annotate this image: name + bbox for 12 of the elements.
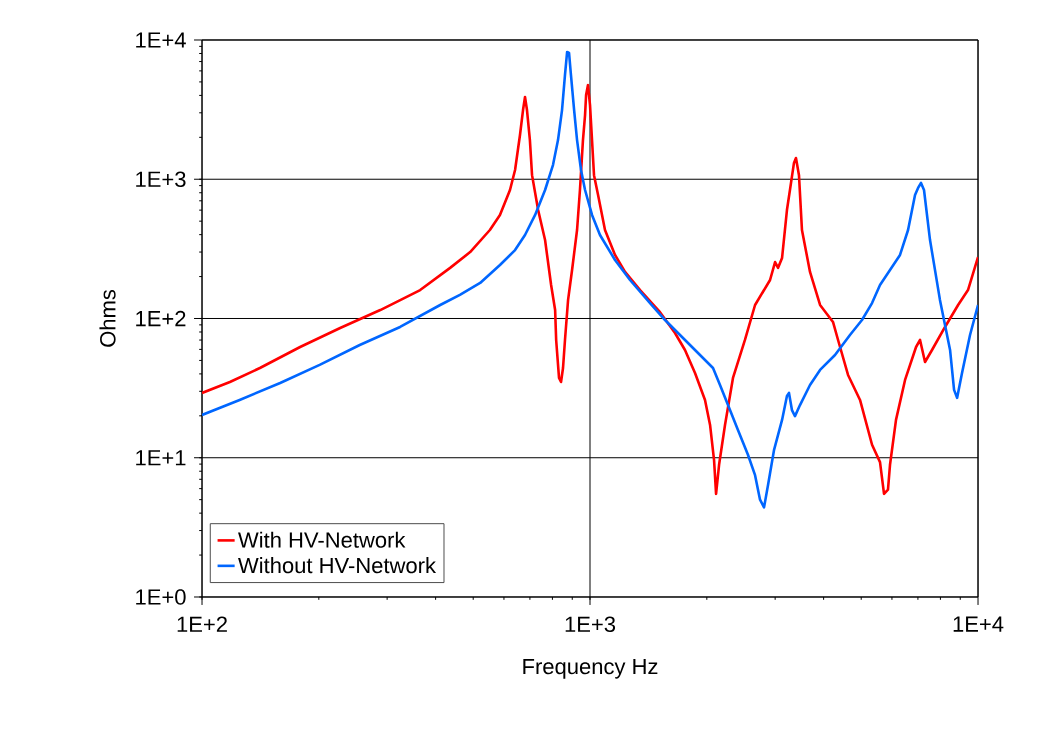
y-tick-label: 1E+1 (136, 450, 186, 466)
x-tick-label: 1E+3 (565, 616, 616, 633)
x-tick-label: 1E+2 (177, 616, 227, 632)
y-tick-label: 1E+3 (136, 171, 186, 188)
x-tick-label: 1E+4 (953, 616, 1004, 632)
legend-label: With HV-Network (238, 531, 406, 548)
legend-label: Without HV-Network (238, 557, 437, 574)
y-tick-label: 1E+4 (136, 32, 186, 48)
y-tick-label: 1E+0 (136, 589, 186, 605)
y-tick-label: 1E+2 (136, 310, 186, 327)
y-axis-title: Ohms (99, 289, 116, 347)
x-axis-title: Frequency Hz (523, 658, 658, 679)
